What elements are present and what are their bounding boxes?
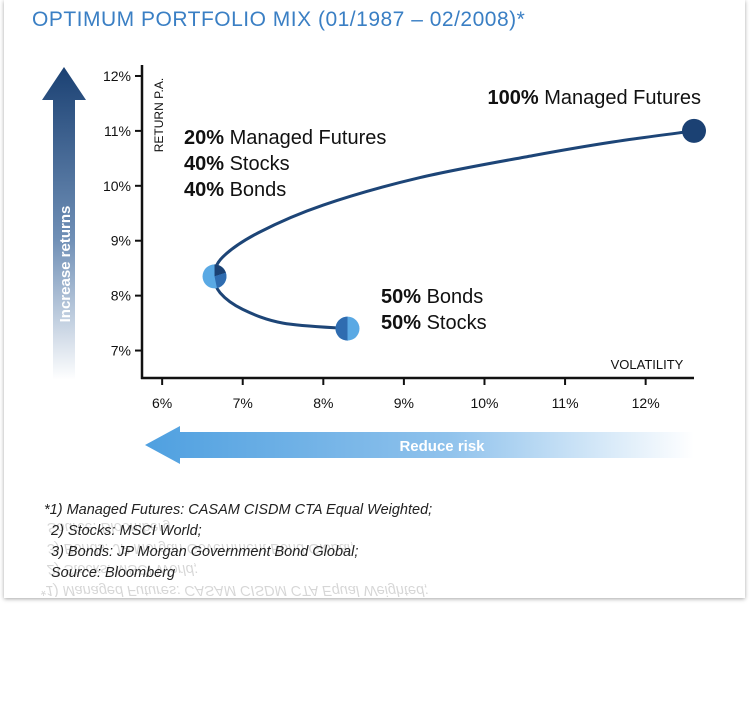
efficient-frontier-line (212, 129, 695, 331)
x-axis-label: VOLATILITY (611, 357, 684, 372)
label-mixed-portfolio-line: 40% Bonds (184, 179, 286, 201)
footnotes-reflection: *1) Managed Futures: CASAM CISDM CTA Equ… (40, 510, 428, 600)
reduce-risk-label: Reduce risk (399, 438, 485, 455)
x-tick-label: 7% (233, 395, 253, 411)
footnote-1: *1) Managed Futures: CASAM CISDM CTA Equ… (44, 502, 433, 518)
x-tick-label: 9% (394, 395, 414, 411)
bonds-stocks-point (335, 316, 360, 341)
reflection-line-1: *1) Managed Futures: CASAM CISDM CTA Equ… (40, 582, 429, 598)
x-tick-label: 6% (152, 395, 172, 411)
label-managed-futures-line: 100% Managed Futures (488, 87, 701, 109)
managed-futures-point (682, 118, 706, 143)
x-tick-label: 11% (552, 395, 579, 411)
x-tick-label: 12% (632, 395, 660, 411)
label-mixed-portfolio-line: 20% Managed Futures (184, 127, 386, 149)
footnote-2: 2) Stocks: MSCI World; (51, 523, 202, 539)
increase-returns-label: Increase returns (57, 206, 74, 323)
label-bonds-stocks-line: 50% Bonds (381, 286, 483, 308)
chart-card: OPTIMUM PORTFOLIO MIX (01/1987 – 02/2008… (4, 0, 745, 598)
y-tick-label: 9% (111, 233, 131, 249)
reduce-risk-arrow (145, 426, 694, 464)
label-mixed-portfolio-line: 40% Stocks (184, 153, 290, 175)
y-tick-label: 12% (103, 68, 131, 84)
y-tick-label: 11% (104, 123, 131, 139)
reflection-line-3: 3) Bonds: JP Morgan Government Bond Glob… (47, 540, 355, 556)
y-tick-label: 8% (111, 288, 131, 304)
footnote-4: Source: Bloomberg (51, 565, 176, 581)
x-tick-label: 10% (470, 395, 498, 411)
label-bonds-stocks-line: 50% Stocks (381, 312, 487, 334)
y-tick-label: 7% (111, 343, 131, 359)
mixed-portfolio-point (202, 264, 227, 289)
reflection-line-4: Source: Bloomberg (47, 519, 172, 535)
reflection-line-2: 2) Stocks: MSCI World; (47, 561, 198, 577)
footnote-3: 3) Bonds: JP Morgan Government Bond Glob… (51, 544, 359, 560)
chart-title: OPTIMUM PORTFOLIO MIX (01/1987 – 02/2008… (32, 8, 526, 31)
x-tick-label: 8% (313, 395, 333, 411)
increase-returns-arrow (42, 67, 86, 380)
y-axis-label: RETURN P.A. (152, 78, 166, 152)
portfolio-chart: Increase returns Reduce risk 7% 8% 9% 10% 11… (42, 65, 706, 464)
y-tick-label: 10% (103, 178, 131, 194)
footnotes: *1) Managed Futures: CASAM CISDM CTA Equ… (44, 500, 432, 584)
